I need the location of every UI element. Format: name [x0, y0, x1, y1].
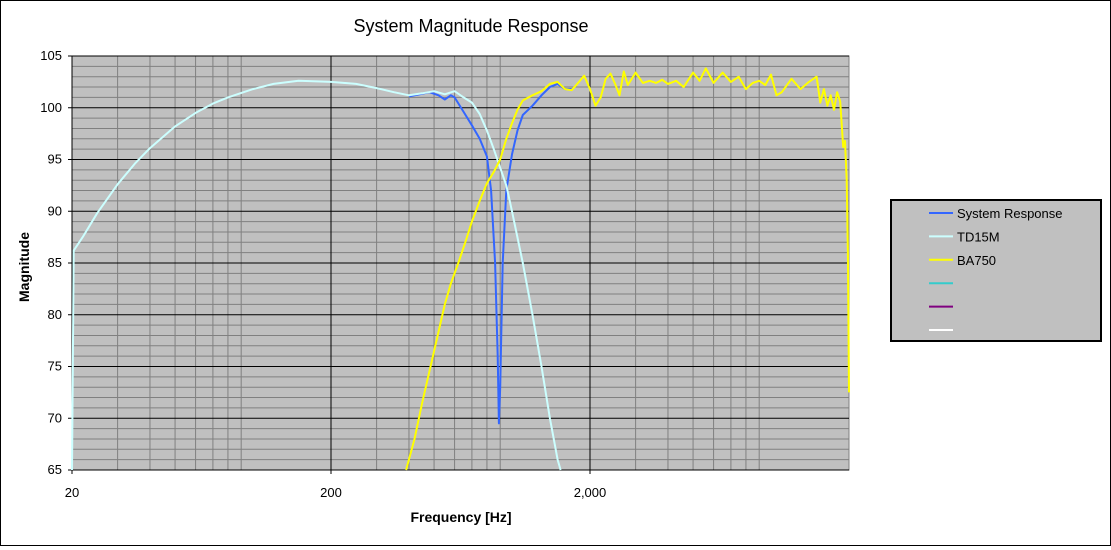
y-tick-label: 95: [48, 152, 62, 167]
x-tick-label: 2,000: [574, 485, 607, 500]
x-axis-ticks: 20 200 2,000: [65, 470, 607, 500]
y-tick-label: 100: [40, 100, 62, 115]
grid: [71, 55, 849, 471]
y-tick-label: 85: [48, 255, 62, 270]
series-line-ba750: [405, 67, 850, 471]
y-tick-label: 80: [48, 307, 62, 322]
y-tick-label: 65: [48, 462, 62, 477]
legend-label: System Response: [957, 206, 1063, 221]
x-axis-label: Frequency [Hz]: [410, 509, 511, 525]
legend-label: BA750: [957, 253, 996, 268]
series-line-td15m: [71, 79, 562, 471]
x-tick-label: 200: [320, 485, 342, 500]
y-axis-label: Magnitude: [16, 232, 32, 302]
legend-box: [890, 199, 1102, 342]
y-tick-label: 105: [40, 48, 62, 63]
y-tick-label: 70: [48, 410, 62, 425]
series-line-system-response: [408, 82, 572, 425]
chart-title: System Magnitude Response: [353, 16, 588, 36]
y-tick-label: 90: [48, 203, 62, 218]
legend-label: TD15M: [957, 229, 1000, 244]
x-tick-label: 20: [65, 485, 79, 500]
legend: System Response TD15M BA750: [890, 199, 1102, 342]
y-axis-ticks: 65 70 75 80 85 90 95 100 105: [40, 48, 72, 477]
y-tick-label: 75: [48, 359, 62, 374]
series-layer: [71, 67, 850, 471]
